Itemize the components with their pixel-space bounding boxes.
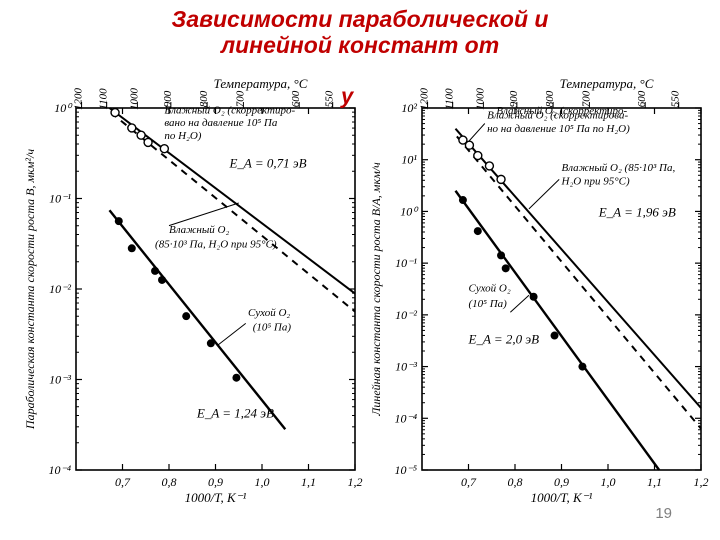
svg-text:1200: 1200: [419, 88, 431, 111]
svg-text:0,7: 0,7: [461, 475, 477, 489]
svg-text:E_A = 1,24 эВ: E_A = 1,24 эВ: [196, 406, 274, 421]
svg-text:(10⁵ Па): (10⁵ Па): [469, 298, 508, 310]
svg-text:E_A = 1,96 эВ: E_A = 1,96 эВ: [598, 205, 676, 220]
svg-text:1,0: 1,0: [255, 475, 270, 489]
svg-text:Влажный O₂ (85·10³ Па,: Влажный O₂ (85·10³ Па,: [562, 162, 676, 174]
svg-text:1200: 1200: [73, 88, 85, 111]
svg-text:1,2: 1,2: [694, 475, 709, 489]
svg-text:1,0: 1,0: [601, 475, 616, 489]
svg-text:у: у: [340, 83, 355, 108]
svg-text:Влажный O₂ (скорректирова-: Влажный O₂ (скорректирова-: [487, 109, 628, 121]
svg-text:Температура, °С: Температура, °С: [214, 78, 308, 91]
svg-text:550: 550: [670, 90, 682, 107]
svg-text:1000: 1000: [128, 88, 140, 111]
left-chart: 10⁻⁴ 10⁻³ 10⁻² 10⁻¹ 10⁰ 0,7 0,8 0,9 1,0 1,1 1,2 120…: [18, 78, 364, 512]
svg-text:0,9: 0,9: [554, 475, 569, 489]
svg-text:но на давление 10⁵ Па по H₂O): но на давление 10⁵ Па по H₂O): [487, 123, 630, 135]
svg-text:по H₂O): по H₂O): [164, 130, 201, 142]
svg-text:E_A = 0,71 эВ: E_A = 0,71 эВ: [228, 156, 306, 171]
svg-text:H₂O при 95°С): H₂O при 95°С): [561, 176, 630, 188]
svg-text:Сухой O₂: Сухой O₂: [248, 307, 290, 319]
svg-text:1,1: 1,1: [647, 475, 662, 489]
svg-text:550: 550: [324, 90, 336, 107]
svg-text:10⁻²: 10⁻²: [395, 308, 417, 322]
svg-text:1000: 1000: [474, 88, 486, 111]
svg-text:10⁰: 10⁰: [54, 101, 73, 115]
svg-text:1000/T, K⁻¹: 1000/T, K⁻¹: [531, 490, 593, 505]
svg-text:10⁻²: 10⁻²: [49, 282, 71, 296]
title-line-2: линейной констант от: [221, 32, 499, 58]
svg-text:1000/T, K⁻¹: 1000/T, K⁻¹: [185, 490, 247, 505]
page-number: 19: [655, 505, 672, 522]
svg-text:Линейная константа скорости ро: Линейная константа скорости роста B/A, м…: [369, 162, 383, 417]
charts-row: 10⁻⁴ 10⁻³ 10⁻² 10⁻¹ 10⁰ 0,7 0,8 0,9 1,0 1,1 1,2 120…: [18, 78, 710, 512]
svg-text:10⁰: 10⁰: [400, 204, 419, 218]
slide-title: Зависимости параболической и линейной ко…: [0, 0, 720, 59]
svg-text:Сухой O₂: Сухой O₂: [469, 283, 511, 295]
right-chart: 10⁻⁵ 10⁻⁴ 10⁻³ 10⁻² 10⁻¹ 10⁰ 10¹ 10² 0,7 0,8 0,9 1,…: [364, 78, 710, 512]
svg-text:E_A = 2,0 эВ: E_A = 2,0 эВ: [468, 331, 540, 346]
svg-text:10⁻¹: 10⁻¹: [395, 256, 417, 270]
svg-text:Температура, °С: Температура, °С: [560, 78, 654, 91]
svg-text:0,8: 0,8: [162, 475, 177, 489]
svg-text:вано на давление 10⁵ Па: вано на давление 10⁵ Па: [164, 117, 278, 129]
svg-text:1100: 1100: [444, 88, 456, 110]
svg-text:10²: 10²: [401, 101, 417, 115]
svg-text:10⁻³: 10⁻³: [49, 373, 71, 387]
svg-text:Влажный O₂: Влажный O₂: [169, 224, 229, 236]
svg-text:(85·10³ Па, H₂O при 95°С): (85·10³ Па, H₂O при 95°С): [155, 238, 277, 250]
svg-text:600: 600: [636, 90, 648, 107]
title-line-1: Зависимости параболической и: [172, 6, 549, 32]
svg-text:10⁻³: 10⁻³: [395, 360, 417, 374]
svg-text:1,2: 1,2: [348, 475, 363, 489]
svg-text:10¹: 10¹: [401, 153, 417, 167]
svg-text:10⁻¹: 10⁻¹: [49, 192, 71, 206]
svg-text:10⁻⁴: 10⁻⁴: [48, 463, 71, 477]
svg-text:Влажный O₂ (скорректиро-: Влажный O₂ (скорректиро-: [164, 104, 295, 116]
svg-text:1100: 1100: [98, 88, 110, 110]
svg-text:0,7: 0,7: [115, 475, 131, 489]
svg-text:0,9: 0,9: [208, 475, 223, 489]
svg-text:10⁻⁴: 10⁻⁴: [394, 411, 417, 425]
svg-text:0,8: 0,8: [508, 475, 523, 489]
svg-text:10⁻⁵: 10⁻⁵: [394, 463, 417, 477]
svg-text:1,1: 1,1: [301, 475, 316, 489]
svg-text:Параболическая константа скоро: Параболическая константа скорости роста …: [23, 149, 37, 430]
svg-text:(10⁵ Па): (10⁵ Па): [253, 322, 292, 334]
